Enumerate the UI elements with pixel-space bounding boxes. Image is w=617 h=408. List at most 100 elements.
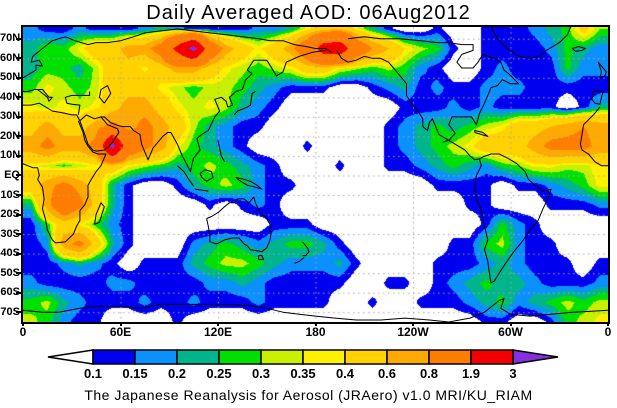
lon-tick-label: 120E [203,325,233,339]
lat-tickmark [16,37,21,40]
lat-tickmark [16,174,21,177]
lat-tick-label: 60S [0,286,20,299]
colorbar-segment [92,349,136,365]
coastline-path [258,255,264,260]
colorbar-tick-label: 0.3 [251,366,271,381]
coastline-path [23,120,107,244]
coastline-path [235,176,263,190]
lat-tick-label: 20N [0,129,21,142]
coastline-path [294,257,305,264]
lon-tick-label: 180 [305,325,326,339]
lon-tick-label: 60W [498,325,523,339]
coastline-path [302,241,310,257]
colorbar-segment [260,349,304,365]
lat-tick-label: 40N [0,90,21,103]
coastline-path [23,102,81,122]
colorbar-tick-label: 0.35 [290,366,316,381]
lon-tick-label: 0 [19,325,27,339]
colorbar-segment [302,349,346,365]
coastline-path [579,106,608,167]
colorbar-tick-label: 0.2 [167,366,187,381]
colorbar-over-arrow [512,349,559,365]
coastline-path [94,202,105,225]
lat-tick-label: 50N [0,71,21,84]
dataset-caption: The Japanese Reanalysis for Aerosol (JRA… [84,387,533,403]
colorbar-segment [470,349,514,365]
lat-tickmark [16,213,21,216]
lat-tickmark [16,76,21,79]
colorbar-tick-label: 0.4 [335,366,355,381]
coastline-path [253,49,326,77]
lat-tickmark [16,252,21,255]
lat-tick-label: 60N [0,51,21,64]
coastline-path [101,59,255,173]
colorbar [47,349,559,365]
lat-tickmark [16,272,21,275]
coastline-path [23,89,36,92]
lat-tick-label: 10N [0,149,21,162]
coastline-path [64,91,91,115]
lat-tickmark [16,194,21,196]
colorbar-segment [386,349,430,365]
colorbar-tick-label: 0.15 [122,366,148,381]
lat-tick-label: 70S [0,305,20,318]
lon-tickmark [314,322,317,326]
colorbar-tick-label: 0.8 [419,366,439,381]
lat-tick-label: EQ [4,168,20,181]
coastline-path [206,196,273,253]
lon-tickmark [119,322,122,326]
coastline-path [98,85,112,104]
lat-tick-label: 30S [0,227,20,240]
coastline-path [23,298,608,322]
map-plot-area [21,25,610,324]
lat-tickmark [16,115,21,118]
lon-tickmark [509,322,512,326]
coastline-path [347,36,520,143]
colorbar-segment [176,349,220,365]
coastline-path [79,114,120,152]
coastline-path [199,169,214,182]
colorbar-tick-label: 0.25 [206,366,232,381]
lon-tick-label: 0 [604,325,612,339]
lat-tick-label: 50S [0,266,20,279]
lat-tickmark [16,311,21,314]
coastline-path [217,140,225,163]
lat-tick-label: 40S [0,247,20,260]
lat-tick-label: 30N [0,110,21,123]
colorbar-under-arrow [47,349,94,365]
coastline-path [36,89,53,102]
lon-tick-label: 120W [397,325,429,339]
coastline-path [474,153,552,284]
lon-tickmark [22,322,24,326]
lon-tick-label: 60E [109,325,132,339]
lat-tick-label: 20S [0,208,20,221]
colorbar-tick-label: 3 [509,366,517,381]
lat-tickmark [16,96,21,99]
coastline-overlay [23,27,608,322]
coastline-path [23,28,333,79]
lat-tickmark [16,233,21,236]
colorbar-segment [344,349,388,365]
coastline-path [571,46,586,52]
coastline-path [490,27,572,59]
coastline-path [177,165,195,187]
lat-tickmark [16,135,21,138]
coastline-path [336,50,484,161]
lon-tickmark [217,322,219,326]
lon-tickmark [607,322,609,326]
colorbar-segment [134,349,178,365]
coastline-path [597,61,607,79]
colorbar-segment [428,349,472,365]
chart-title: Daily Averaged AOD: 06Aug2012 [146,2,471,24]
colorbar-tick-label: 0.6 [377,366,397,381]
lat-tickmark [16,57,21,60]
colorbar-segment [218,349,262,365]
coastline-path [474,130,489,137]
lat-tickmark [16,154,21,157]
colorbar-tick-label: 1.9 [461,366,481,381]
lat-tickmark [16,291,21,294]
coastline-path [591,90,604,105]
lat-tick-label: 10S [0,188,20,201]
lon-tickmark [412,322,414,326]
